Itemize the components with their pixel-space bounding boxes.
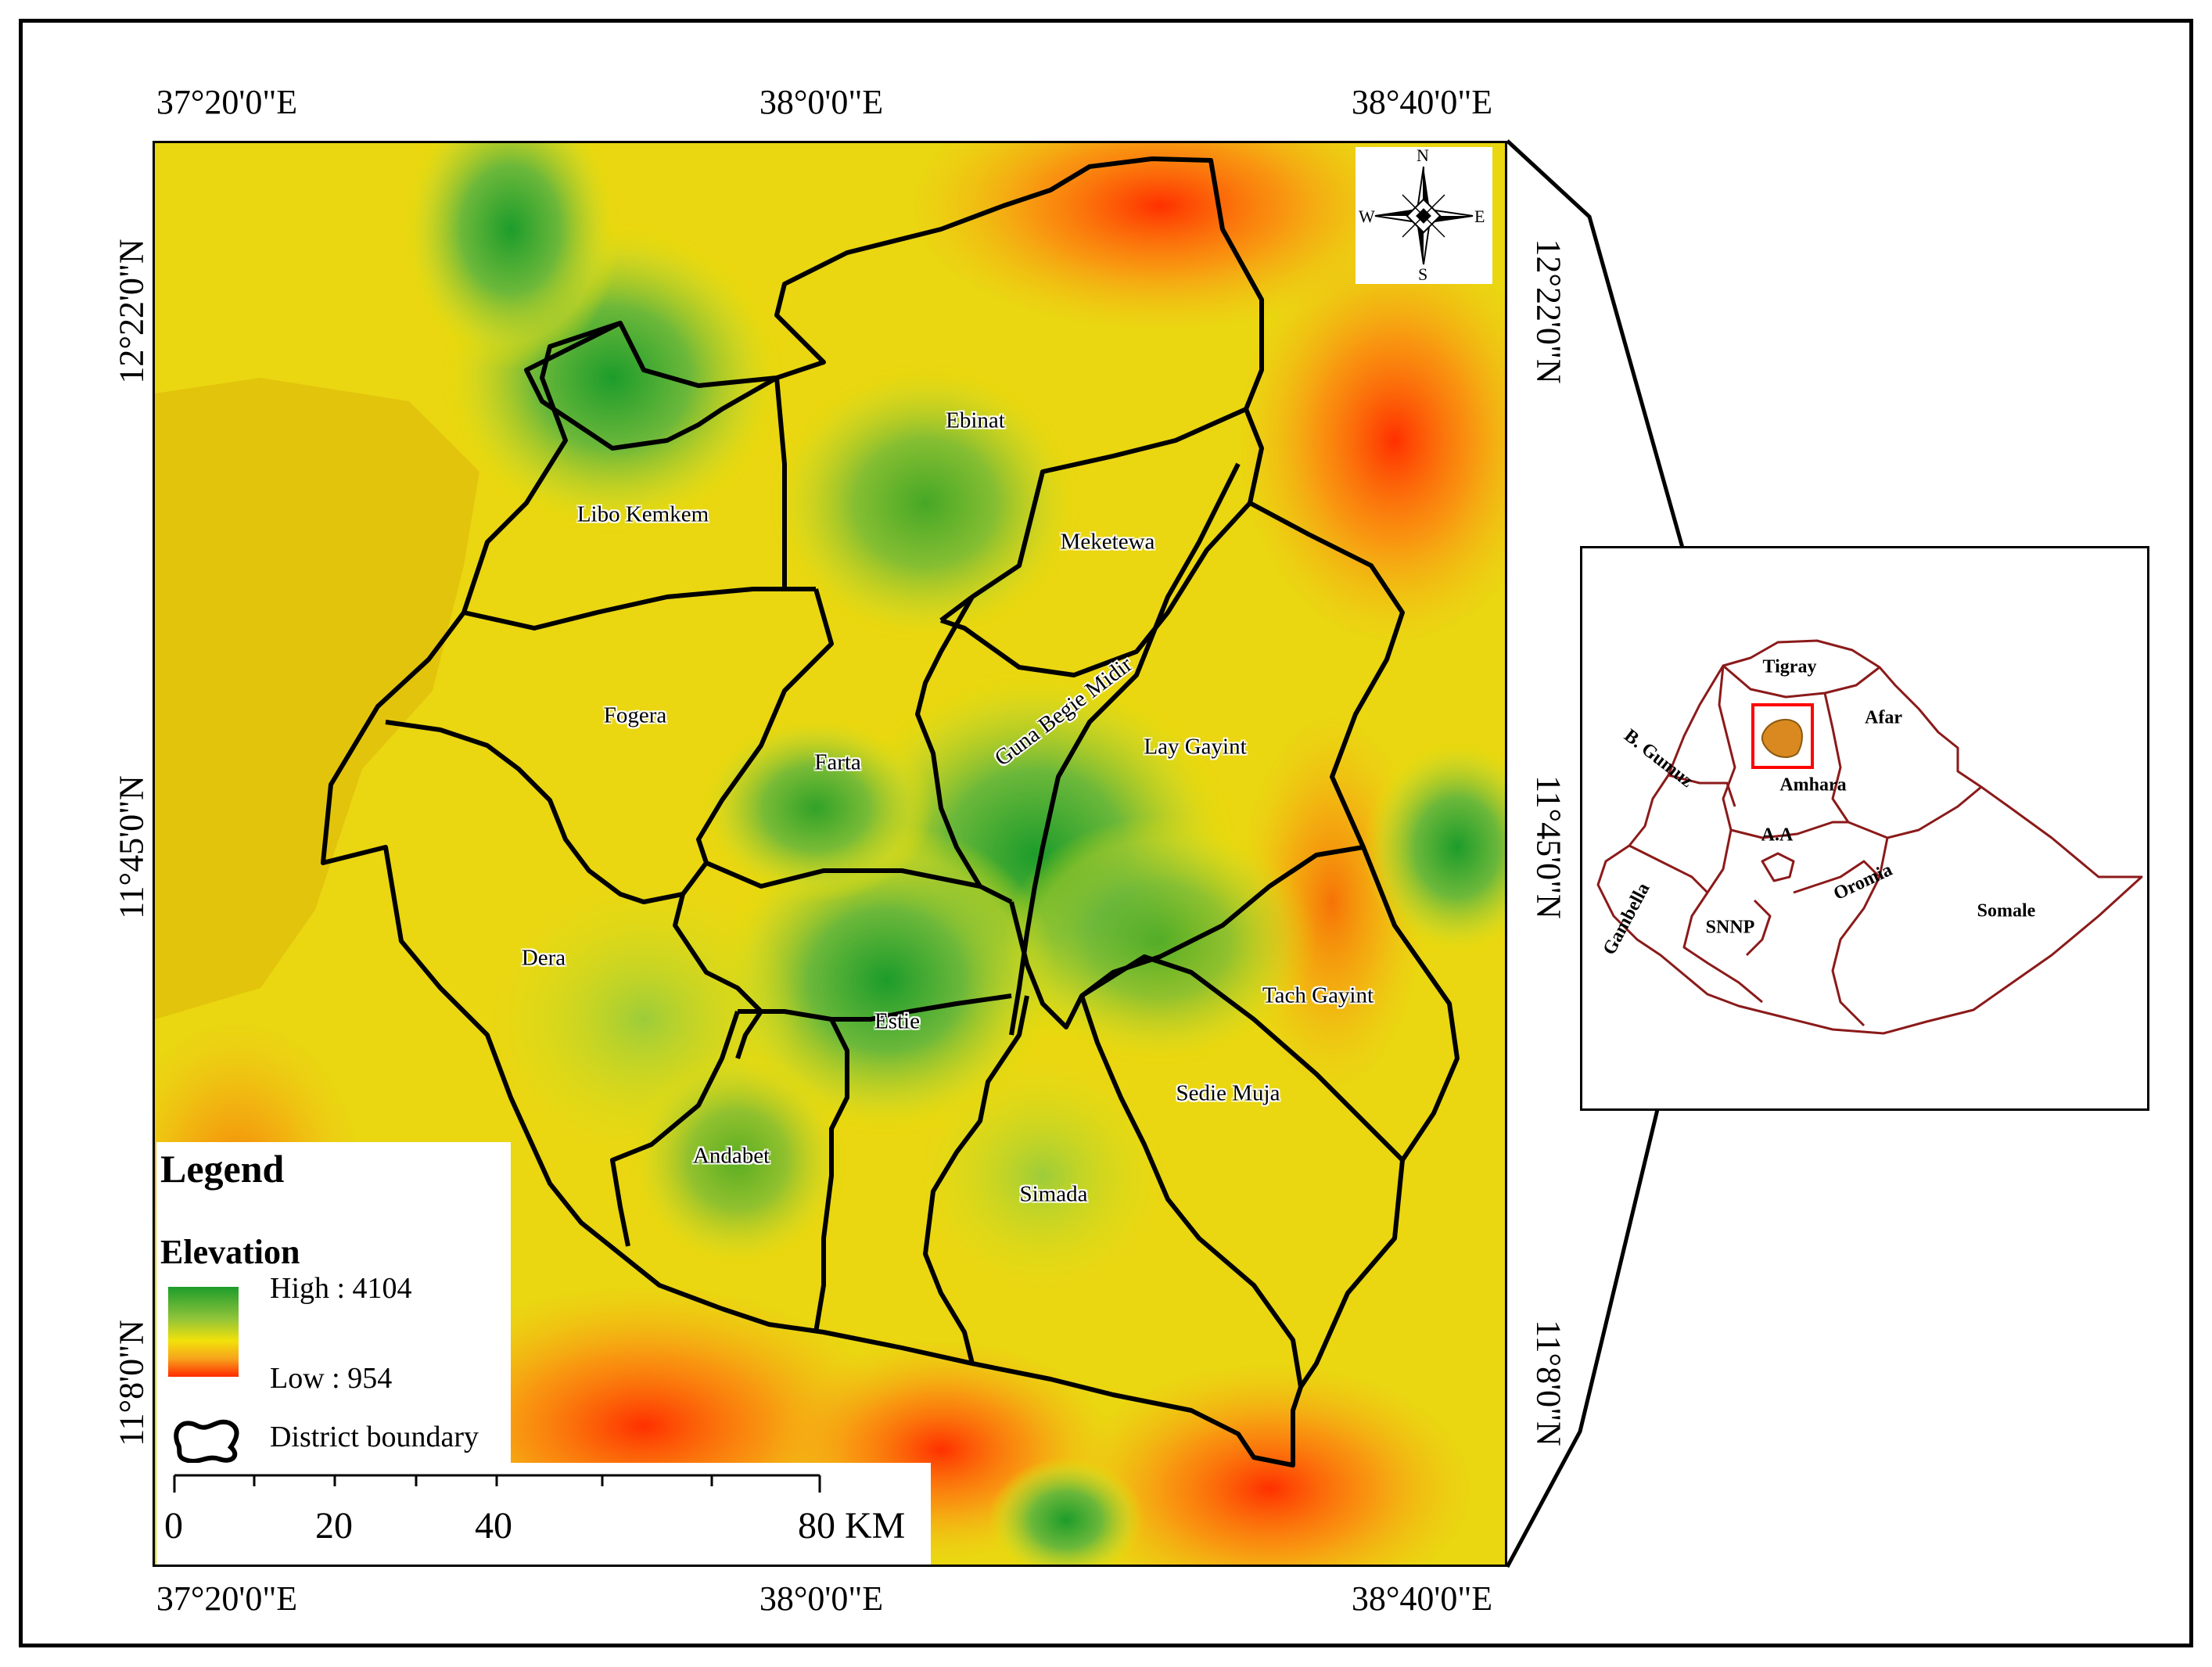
- district-boundary-sedie: [1079, 995, 1303, 1388]
- district-boundary-tach: [1080, 954, 1405, 1162]
- highland-farta: [698, 714, 933, 902]
- district-boundaries: [321, 156, 1460, 1468]
- tigray-boundary: [1722, 664, 1880, 699]
- highland-tach: [1004, 816, 1316, 1066]
- district-boundary-farta: [696, 588, 981, 889]
- snnp-boundary: [1628, 844, 1709, 894]
- highland-east: [1363, 738, 1505, 957]
- district-boundary-andabet-west: [610, 1011, 740, 1247]
- district-boundary-fogera-dera: [385, 720, 709, 904]
- coord-top-3: 38°40'0"E: [1351, 83, 1493, 121]
- district-boundary-guna-west: [915, 595, 1013, 904]
- district-label-tach-gayint: Tach Gayint: [1262, 983, 1374, 1008]
- coord-bottom-3: 38°40'0"E: [1351, 1579, 1493, 1618]
- scale-bar-box: [156, 1463, 931, 1565]
- coord-bottom-2: 38°0'0"E: [759, 1579, 884, 1618]
- highland-estie: [714, 824, 1058, 1137]
- oromia-boundary: [1682, 829, 1763, 1004]
- study-area-box: [1751, 703, 1814, 769]
- highland-northwest: [401, 143, 620, 370]
- region-label-tigray: Tigray: [1762, 656, 1817, 677]
- district-boundary-outer: [321, 156, 1460, 1468]
- compass-e: E: [1474, 207, 1485, 226]
- ethiopia-regions-svg: [1596, 639, 2143, 1035]
- legend-title: Legend: [160, 1147, 285, 1191]
- compass-n: N: [1417, 146, 1429, 165]
- elevation-color-ramp: [168, 1287, 239, 1377]
- district-boundary-ebinat-west: [774, 377, 787, 589]
- district-label-sedie-muja: Sedie Muja: [1176, 1080, 1280, 1106]
- district-label-ebinat: Ebinat: [946, 408, 1005, 433]
- scale-label-40: 40: [475, 1505, 512, 1547]
- region-label-amhara: Amhara: [1779, 774, 1847, 796]
- district-boundary-estie: [673, 893, 763, 1059]
- region-label-snnp: SNNP: [1705, 917, 1755, 938]
- oromia-inner: [1793, 860, 1881, 894]
- region-label-afar: Afar: [1865, 707, 1902, 728]
- study-area-fill: [1761, 718, 1803, 758]
- lake-plain: [155, 378, 479, 1019]
- scale-bar: [173, 1474, 821, 1493]
- inset-map-ethiopia: [1580, 546, 2149, 1111]
- district-boundary-simada-west: [923, 995, 1029, 1364]
- elevation-low-label: Low : 954: [270, 1362, 393, 1395]
- scale-label-20: 20: [315, 1505, 353, 1547]
- north-arrow-icon: [1374, 166, 1474, 265]
- district-boundary-label: District boundary: [270, 1421, 479, 1453]
- amhara-boundary: [1718, 665, 1848, 839]
- region-label-aa: A.A: [1761, 825, 1794, 846]
- compass-rose: N S E W: [1356, 146, 1492, 284]
- region-label-somale: Somale: [1977, 900, 2036, 922]
- district-boundary-andabet: [738, 1009, 849, 1333]
- oromia-inner2: [1745, 899, 1772, 957]
- district-boundary-meketewa-south: [940, 501, 1252, 677]
- compass-s: S: [1418, 264, 1428, 284]
- scale-label-80km: 80 KM: [798, 1505, 906, 1547]
- district-label-meketewa: Meketewa: [1060, 529, 1155, 555]
- ethiopia-outline: [1596, 639, 2143, 1035]
- district-boundary-libo: [524, 321, 778, 451]
- district-label-simada: Simada: [1019, 1181, 1088, 1207]
- district-boundary-libo-fogera: [463, 587, 816, 631]
- district-boundary-estie-east: [1009, 845, 1364, 1029]
- district-label-fogera: Fogera: [603, 702, 667, 728]
- coord-top-1: 37°20'0"E: [156, 83, 298, 121]
- district-label-lay-gayint: Lay Gayint: [1144, 734, 1247, 760]
- highland-south: [988, 1457, 1144, 1565]
- district-label-farta: Farta: [814, 749, 861, 775]
- elevation-high-label: High : 4104: [270, 1272, 412, 1305]
- page-border: [19, 19, 2193, 1647]
- low-area-south: [1066, 1363, 1473, 1565]
- district-label-andabet: Andabet: [692, 1143, 770, 1169]
- low-area-northeast: [1238, 237, 1505, 644]
- highland-andabet: [628, 1051, 847, 1270]
- compass-w: W: [1359, 207, 1375, 226]
- low-area-north: [910, 143, 1410, 331]
- coord-bottom-1: 37°20'0"E: [156, 1579, 298, 1618]
- district-label-dera: Dera: [521, 945, 566, 971]
- district-label-libo-kemkem: Libo Kemkem: [576, 501, 709, 527]
- district-boundary-estie-south: [831, 993, 1012, 1022]
- district-boundary-meketewa: [939, 407, 1248, 623]
- coord-top-2: 38°0'0"E: [759, 83, 884, 121]
- scale-label-0: 0: [164, 1505, 183, 1547]
- district-boundary-symbol-icon: [174, 1419, 239, 1464]
- elevation-title: Elevation: [160, 1233, 300, 1271]
- district-label-estie: Estie: [874, 1008, 920, 1034]
- bgumuz-boundary: [1668, 774, 1736, 807]
- aa-boundary: [1761, 852, 1795, 882]
